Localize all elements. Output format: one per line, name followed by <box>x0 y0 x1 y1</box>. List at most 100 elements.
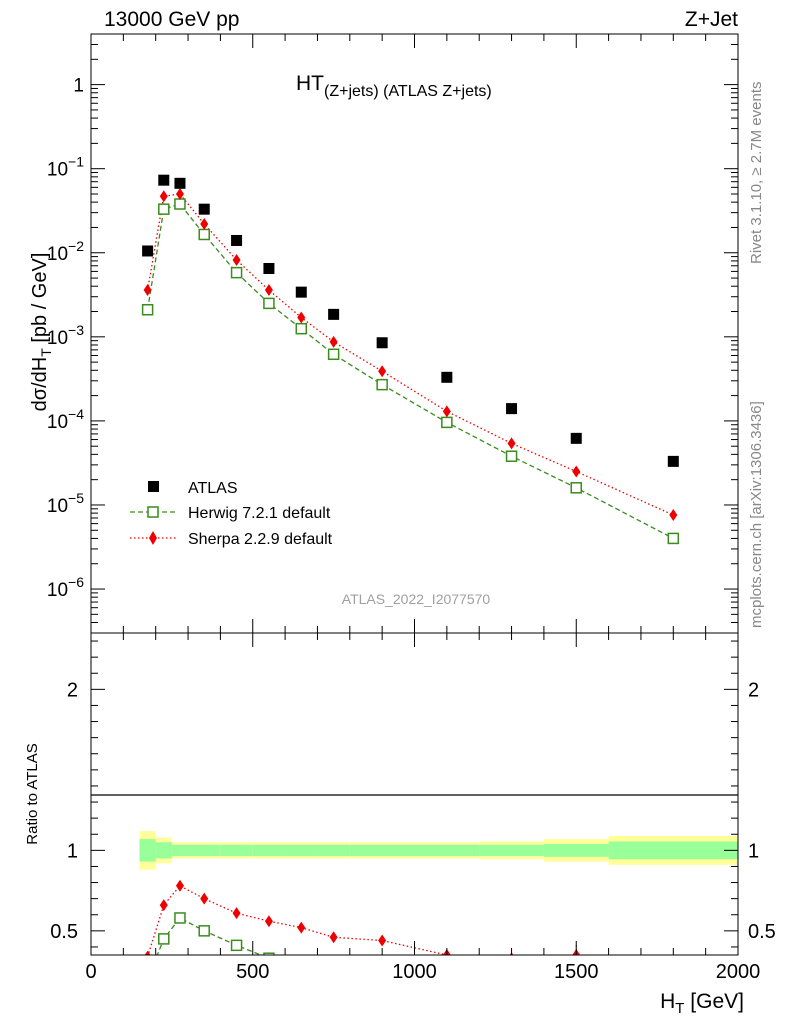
main-y-tick-label: 10−6 <box>47 574 84 601</box>
ratio-y-tick-label: 0.5 <box>50 921 78 943</box>
x-axis-label-unit: [GeV] <box>684 990 744 1013</box>
main-y-tick-labels: 110−110−210−310−410−510−6 <box>47 76 84 601</box>
sherpa-point <box>507 437 516 450</box>
sherpa-point <box>329 335 338 348</box>
x-tick-label: 2000 <box>716 961 761 983</box>
atlas-point <box>174 177 186 189</box>
sherpa-point <box>264 284 273 297</box>
x-axis-label: HT [GeV] <box>660 990 744 1017</box>
atlas-point <box>263 262 275 274</box>
y-axis-label-unit: [pb / GeV] <box>29 253 51 349</box>
ratio-sherpa-point <box>159 899 168 912</box>
tick-label-exponent: −1 <box>68 154 84 170</box>
x-tick-label: 1500 <box>554 961 599 983</box>
legend-atlas-label: ATLAS <box>188 480 238 497</box>
tick-label-base: 1 <box>73 76 84 97</box>
ratio-herwig-point <box>158 933 170 945</box>
atlas-point <box>142 245 154 257</box>
ratio-herwig-point <box>263 952 275 955</box>
ratio-tick-labels: 0.5 0.5 1 1 2 2 0 500 1000 1500 2000 <box>50 679 776 983</box>
atlas-point <box>376 337 388 349</box>
main-y-tick-label: 10−5 <box>47 490 84 517</box>
atlas-point <box>441 371 453 383</box>
x-tick-label: 500 <box>236 961 269 983</box>
tick-label-base: 10 <box>47 160 68 181</box>
tick-label-exponent: −6 <box>68 574 84 590</box>
main-panel: 110−110−210−310−410−510−6 HT(Z+jets) (AT… <box>29 33 739 634</box>
main-y-axis-label: dσ/dHT [pb / GeV] <box>29 253 54 412</box>
ratio-herwig-point <box>174 912 186 924</box>
ratio-y-tick-label: 1 <box>67 840 78 862</box>
sherpa-point <box>378 365 387 378</box>
tick-label-base: 10 <box>47 496 68 517</box>
tick-label-base: 10 <box>47 328 68 349</box>
ratio-panel: 0.5 0.5 1 1 2 2 0 500 1000 1500 2000 Ratio to ATLA… <box>24 632 776 1017</box>
ratio-series-group <box>143 879 581 984</box>
ratio-panel-frame <box>90 632 739 956</box>
ratio-band-inner <box>220 844 253 856</box>
ratio-y-axis-label: Ratio to ATLAS <box>24 743 41 844</box>
legend-herwig-marker <box>147 506 159 518</box>
ratio-sherpa-point <box>378 934 387 947</box>
ratio-sherpa-line <box>147 884 577 955</box>
atlas-point <box>158 174 170 186</box>
legend: ATLAS Herwig 7.2.1 default Sherpa 2.2.9 … <box>130 480 333 548</box>
main-y-tick-label: 1 <box>73 76 84 97</box>
sherpa-point <box>669 508 678 521</box>
herwig-point <box>174 198 186 210</box>
sherpa-point <box>159 190 168 203</box>
sherpa-point <box>200 217 209 230</box>
herwig-point <box>505 450 518 462</box>
plot-title-main: HT <box>296 72 324 95</box>
atlas-point <box>295 286 307 298</box>
ratio-band-inner <box>171 844 189 856</box>
sherpa-point <box>442 405 451 418</box>
ratio-band-inner <box>479 844 544 856</box>
ratio-y-tick-label-right: 0.5 <box>748 921 776 943</box>
ratio-sherpa-point <box>264 915 273 928</box>
x-axis-label-sub: T <box>675 1000 684 1017</box>
sherpa-point <box>572 465 581 478</box>
ratio-band-inner <box>608 841 738 860</box>
ratio-band-inner <box>317 844 350 856</box>
main-y-tick-label: 10−3 <box>47 322 84 349</box>
atlas-point <box>328 308 340 320</box>
main-y-tick-label: 10−1 <box>47 154 84 181</box>
main-y-tick-label: 10−4 <box>47 406 84 433</box>
ratio-band-inner <box>155 842 172 859</box>
main-y-tick-label: 10−2 <box>47 238 84 265</box>
ratio-y-tick-label: 2 <box>67 679 78 701</box>
tick-label-exponent: −4 <box>68 406 84 422</box>
ratio-band-inner <box>349 844 415 856</box>
ratio-herwig-point <box>230 939 243 952</box>
sherpa-line <box>146 193 674 516</box>
herwig-point <box>667 532 680 545</box>
legend-herwig-label: Herwig 7.2.1 default <box>188 505 331 522</box>
legend-sherpa-label: Sherpa 2.2.9 default <box>188 531 333 548</box>
mcplots-citation-label: mcplots.cern.ch [arXiv:1306.3436] <box>748 401 765 628</box>
ratio-band-inner <box>414 844 480 856</box>
ratio-axis-ticks <box>90 633 739 955</box>
x-axis-label-main: H <box>660 990 675 1013</box>
herwig-point <box>295 322 308 335</box>
herwig-point <box>158 203 170 215</box>
herwig-point <box>263 297 275 310</box>
header-left-text: 13000 GeV pp <box>104 8 239 31</box>
herwig-point <box>198 228 210 241</box>
ratio-band-inner <box>543 843 609 857</box>
ratio-herwig-point <box>143 974 153 984</box>
main-series-group <box>141 174 680 545</box>
ratio-herwig-point <box>198 925 210 937</box>
atlas-point <box>231 234 243 246</box>
atlas-point <box>198 203 210 215</box>
plot-title: HT(Z+jets) (ATLAS Z+jets) <box>296 72 492 100</box>
herwig-point <box>441 416 453 429</box>
tick-label-exponent: −5 <box>68 490 84 506</box>
sherpa-point <box>143 284 152 297</box>
ratio-sherpa-point <box>200 892 209 905</box>
ratio-y-tick-label-right: 1 <box>748 840 759 862</box>
ratio-sherpa-point <box>144 950 151 955</box>
herwig-point <box>230 266 243 279</box>
header-right-text: Z+Jet <box>685 8 738 31</box>
